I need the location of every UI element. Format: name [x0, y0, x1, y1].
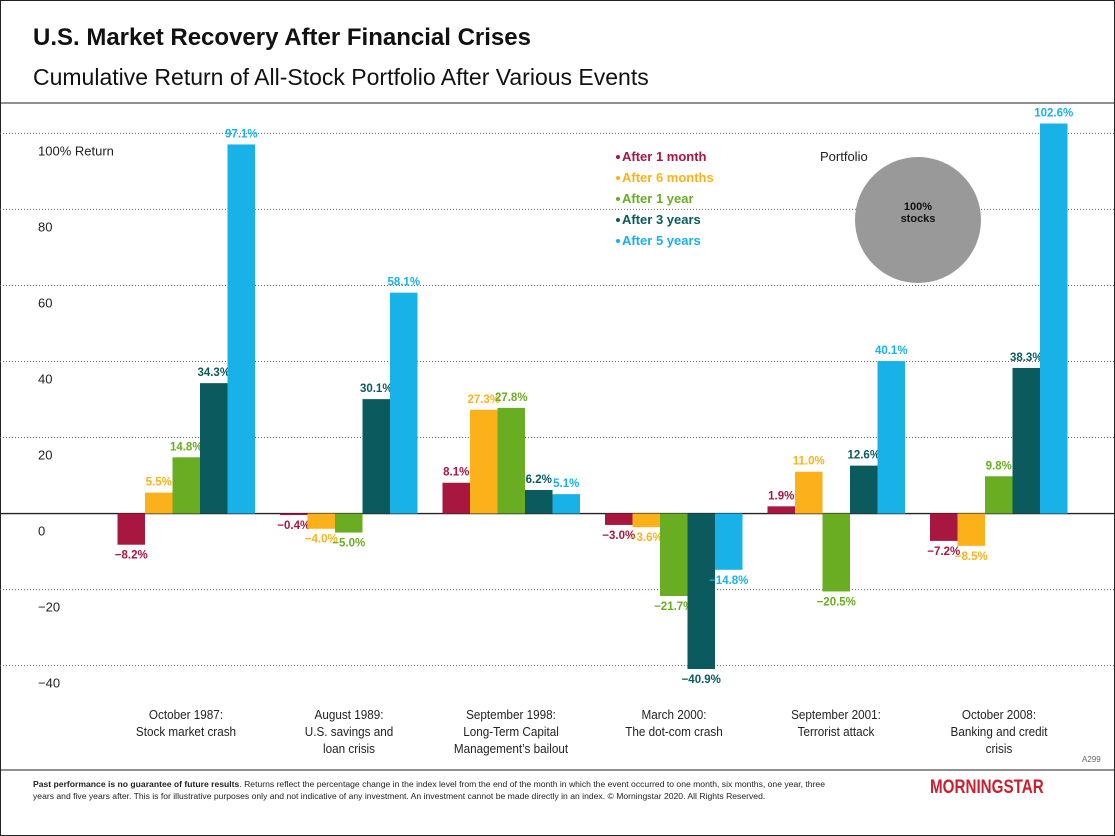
value-label: −7.2%: [927, 546, 960, 558]
chart-subtitle: Cumulative Return of All-Stock Portfolio…: [33, 64, 649, 90]
bar: [930, 513, 958, 541]
bar: [632, 513, 660, 528]
value-label: 5.1%: [553, 478, 579, 490]
value-label: 30.1%: [360, 383, 393, 395]
legend-label: After 1 year: [622, 191, 694, 206]
legend-label: After 3 years: [622, 212, 701, 227]
value-label: 12.6%: [847, 450, 880, 462]
bar: [985, 476, 1013, 514]
x-tick-label: March 2000: The dot-com crash: [624, 707, 723, 739]
bar: [145, 492, 173, 514]
value-label: 102.6%: [1034, 108, 1073, 120]
value-label: −5.0%: [332, 538, 365, 550]
bar: [470, 409, 498, 514]
logo: MORNINGSTAR: [930, 777, 1044, 798]
value-label: −3.0%: [602, 530, 635, 542]
value-label: 9.8%: [986, 460, 1012, 472]
value-label: 8.1%: [443, 467, 469, 479]
chart-title: U.S. Market Recovery After Financial Cri…: [33, 24, 531, 51]
legend-label: After 6 months: [622, 170, 714, 185]
x-tick-label: October 1987: Stock market crash: [136, 707, 237, 739]
value-label: −40.9%: [682, 674, 721, 686]
bar: [687, 513, 715, 670]
value-label: −0.4%: [277, 520, 310, 532]
value-label: 97.1%: [225, 128, 258, 140]
legend-bullet: [616, 239, 620, 243]
bar: [660, 513, 688, 597]
y-tick-label: 60: [38, 295, 52, 310]
bar: [280, 513, 308, 516]
x-tick-label: October 2008: Banking and credit crisis: [950, 707, 1048, 756]
value-label: −8.2%: [115, 550, 148, 562]
value-label: 1.9%: [768, 490, 794, 502]
bar: [877, 361, 905, 514]
bar: [605, 513, 633, 525]
y-tick-label: 80: [38, 219, 52, 234]
bar: [362, 399, 390, 514]
bar: [850, 465, 878, 514]
x-tick-label: September 2001: Terrorist attack: [791, 707, 882, 739]
bar: [307, 513, 335, 529]
y-tick-label: 20: [38, 448, 52, 463]
legend-label: After 5 years: [622, 233, 701, 248]
legend-bullet: [616, 155, 620, 159]
y-tick-label: −20: [38, 600, 60, 615]
bar: [335, 513, 363, 533]
footnote-bold: Past performance is no guarantee of futu…: [33, 779, 240, 789]
bar: [497, 407, 525, 514]
bar: [767, 506, 795, 514]
bar: [552, 494, 580, 514]
value-label: 27.3%: [467, 394, 500, 406]
value-label: −21.7%: [654, 601, 693, 613]
bar: [390, 292, 418, 514]
bar: [172, 457, 200, 514]
legend-bullet: [616, 218, 620, 222]
value-label: 5.5%: [146, 477, 172, 489]
bar: [200, 383, 228, 514]
bar: [957, 513, 985, 546]
value-label: −20.5%: [817, 596, 856, 608]
x-tick-label: August 1989: U.S. savings and loan crisi…: [304, 707, 393, 756]
bar: [715, 513, 743, 570]
chart-code: A299: [1082, 755, 1101, 764]
value-label: 38.3%: [1010, 352, 1043, 364]
bar: [1040, 123, 1068, 514]
legend-label: After 1 month: [622, 149, 707, 164]
bar: [795, 471, 823, 514]
y-tick-label: −40: [38, 676, 60, 691]
legend-bullet: [616, 197, 620, 201]
y-tick-label: 100% Return: [38, 143, 114, 158]
bar: [227, 144, 255, 514]
value-label: 11.0%: [793, 456, 825, 468]
value-label: 34.3%: [197, 367, 230, 379]
value-label: −3.6%: [630, 532, 663, 544]
x-tick-label: September 1998: Long-Term Capital Manage…: [454, 707, 569, 756]
footnote-text: . Returns reflect the percentage change …: [33, 779, 825, 801]
value-label: 6.2%: [526, 474, 552, 486]
value-label: −4.0%: [305, 534, 338, 546]
y-tick-label: 40: [38, 371, 52, 386]
bar: [1012, 367, 1040, 514]
value-label: 27.8%: [495, 392, 528, 404]
value-label: −14.8%: [709, 575, 748, 587]
bar: [822, 513, 850, 592]
value-label: 40.1%: [875, 345, 908, 357]
bar: [117, 513, 145, 545]
value-label: 14.8%: [170, 441, 203, 453]
portfolio-text: 100%: [904, 201, 932, 213]
portfolio-text: stocks: [901, 213, 936, 225]
footnote: Past performance is no guarantee of futu…: [33, 778, 833, 802]
portfolio-label: Portfolio: [820, 149, 868, 164]
legend-bullet: [616, 176, 620, 180]
y-tick-label: 0: [38, 524, 45, 539]
value-label: −8.5%: [955, 551, 988, 563]
portfolio-circle: [855, 157, 981, 283]
bar: [442, 482, 470, 514]
value-label: 58.1%: [387, 277, 420, 289]
bar: [525, 489, 553, 514]
